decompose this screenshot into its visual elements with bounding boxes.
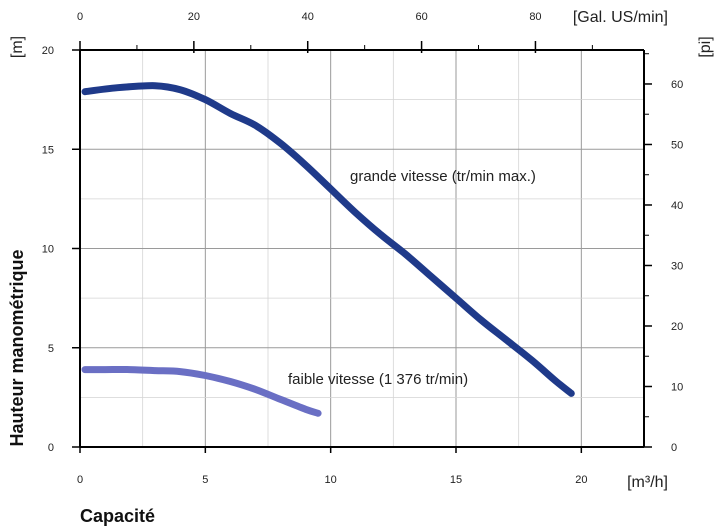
y-axis-title: Hauteur manométrique (7, 249, 27, 446)
high-speed-curve-label: grande vitesse (tr/min max.) (350, 168, 536, 185)
x-axis-title: Capacité (80, 506, 155, 526)
right-tick-label: 40 (671, 200, 683, 212)
y-tick-label: 10 (42, 244, 54, 256)
right-tick-label: 10 (671, 381, 683, 393)
x-tick-label: 0 (77, 474, 83, 486)
low-speed-curve-label: faible vitesse (1 376 tr/min) (288, 371, 468, 388)
top-tick-label: 0 (77, 11, 83, 23)
top-axis-unit: [Gal. US/min] (573, 9, 668, 26)
y-tick-label: 5 (48, 343, 54, 355)
right-tick-label: 30 (671, 260, 683, 272)
right-tick-label: 50 (671, 139, 683, 151)
x-tick-label: 10 (325, 474, 337, 486)
high-speed-curve (81, 82, 575, 397)
right-axis-unit: [pi] (697, 36, 714, 57)
x-axis-unit: [m³/h] (627, 474, 668, 491)
y-tick-label: 15 (42, 144, 54, 156)
low-speed-curve (81, 366, 322, 417)
x-tick-label: 15 (450, 474, 462, 486)
right-tick-label: 20 (671, 321, 683, 333)
y-axis-unit: [m] (9, 36, 26, 58)
top-tick-label: 80 (529, 11, 541, 23)
right-tick-label: 0 (671, 442, 677, 454)
x-tick-label: 20 (575, 474, 587, 486)
x-tick-label: 5 (202, 474, 208, 486)
y-tick-label: 0 (48, 442, 54, 454)
top-tick-label: 20 (188, 11, 200, 23)
labels-layer: 0 5 10 15 20 0 5 10 15 20 0 20 40 60 80 0 10 20 30 40 50 60 gr… (42, 11, 684, 486)
right-tick-label: 60 (671, 79, 683, 91)
top-tick-label: 40 (302, 11, 314, 23)
axes-layer (72, 41, 652, 453)
y-tick-label: 20 (42, 45, 54, 57)
top-tick-label: 60 (415, 11, 427, 23)
series-layer (81, 82, 575, 417)
